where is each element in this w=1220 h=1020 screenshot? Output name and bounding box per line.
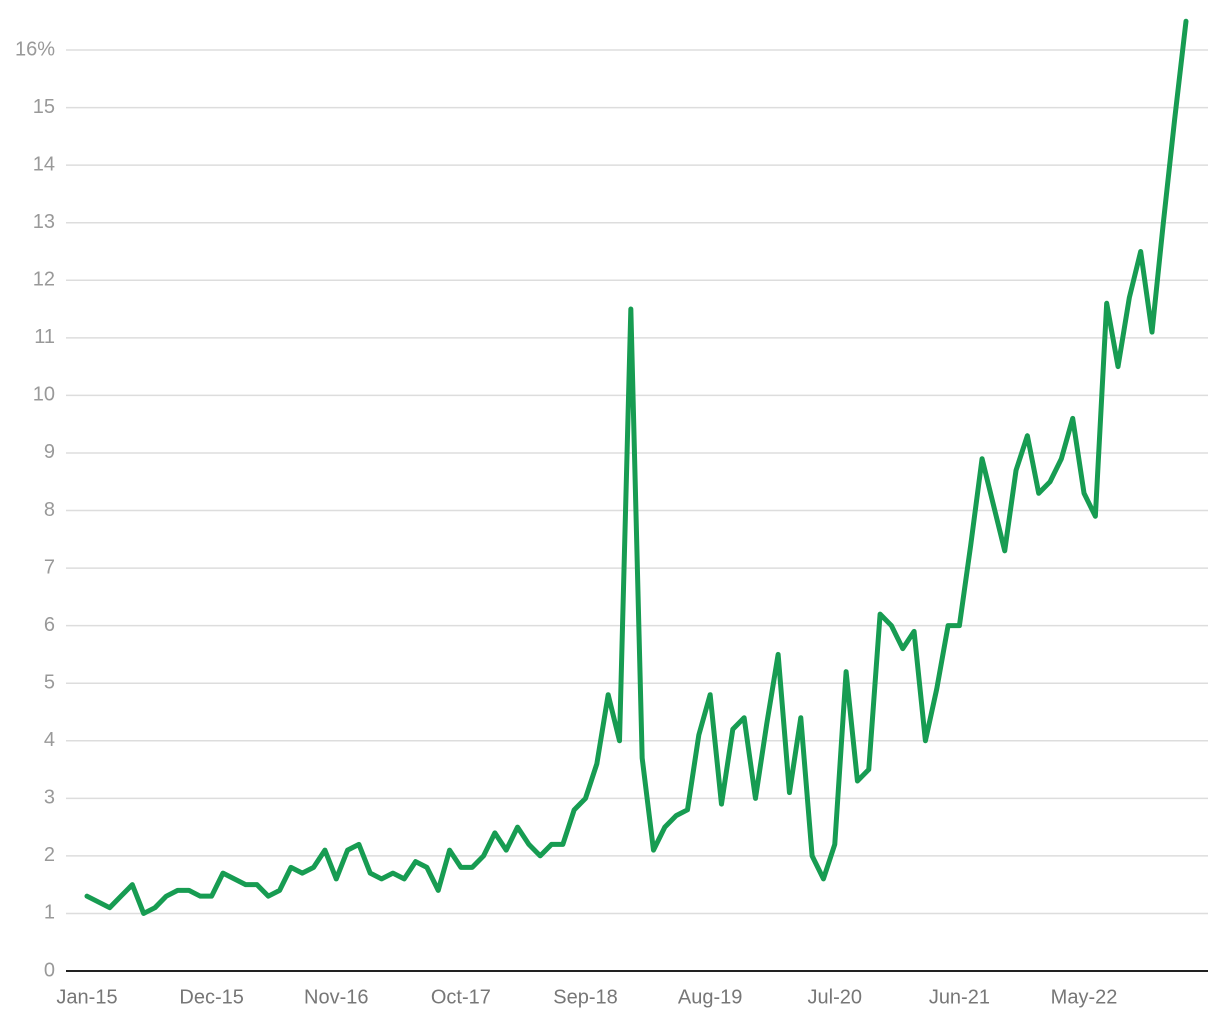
y-tick-label: 13 (33, 211, 55, 233)
x-tick-label: Jun-21 (929, 986, 990, 1008)
y-tick-label: 10 (33, 384, 55, 406)
x-tick-label: Dec-15 (179, 986, 243, 1008)
y-tick-label: 7 (44, 556, 55, 578)
y-tick-label: 16% (15, 38, 55, 60)
x-tick-label: Jul-20 (808, 986, 862, 1008)
y-tick-label: 11 (34, 326, 55, 348)
y-tick-label: 5 (44, 671, 55, 693)
x-tick-label: Oct-17 (431, 986, 491, 1008)
x-tick-label: Sep-18 (553, 986, 618, 1008)
y-tick-label: 15 (33, 96, 55, 118)
y-tick-label: 6 (44, 614, 55, 636)
y-tick-label: 9 (44, 441, 55, 463)
x-tick-label: Jan-15 (56, 986, 117, 1008)
data-line (84, 18, 1189, 916)
x-tick-label: May-22 (1051, 986, 1118, 1008)
x-tick-label: Aug-19 (678, 986, 743, 1008)
y-tick-label: 4 (44, 729, 55, 751)
y-tick-label: 14 (33, 153, 55, 175)
y-tick-label: 3 (44, 787, 55, 809)
y-tick-label: 2 (44, 844, 55, 866)
y-tick-label: 12 (33, 269, 55, 291)
y-tick-label: 8 (44, 499, 55, 521)
x-tick-label: Nov-16 (304, 986, 368, 1008)
y-tick-label: 1 (44, 902, 55, 924)
y-tick-label: 0 (44, 959, 55, 981)
